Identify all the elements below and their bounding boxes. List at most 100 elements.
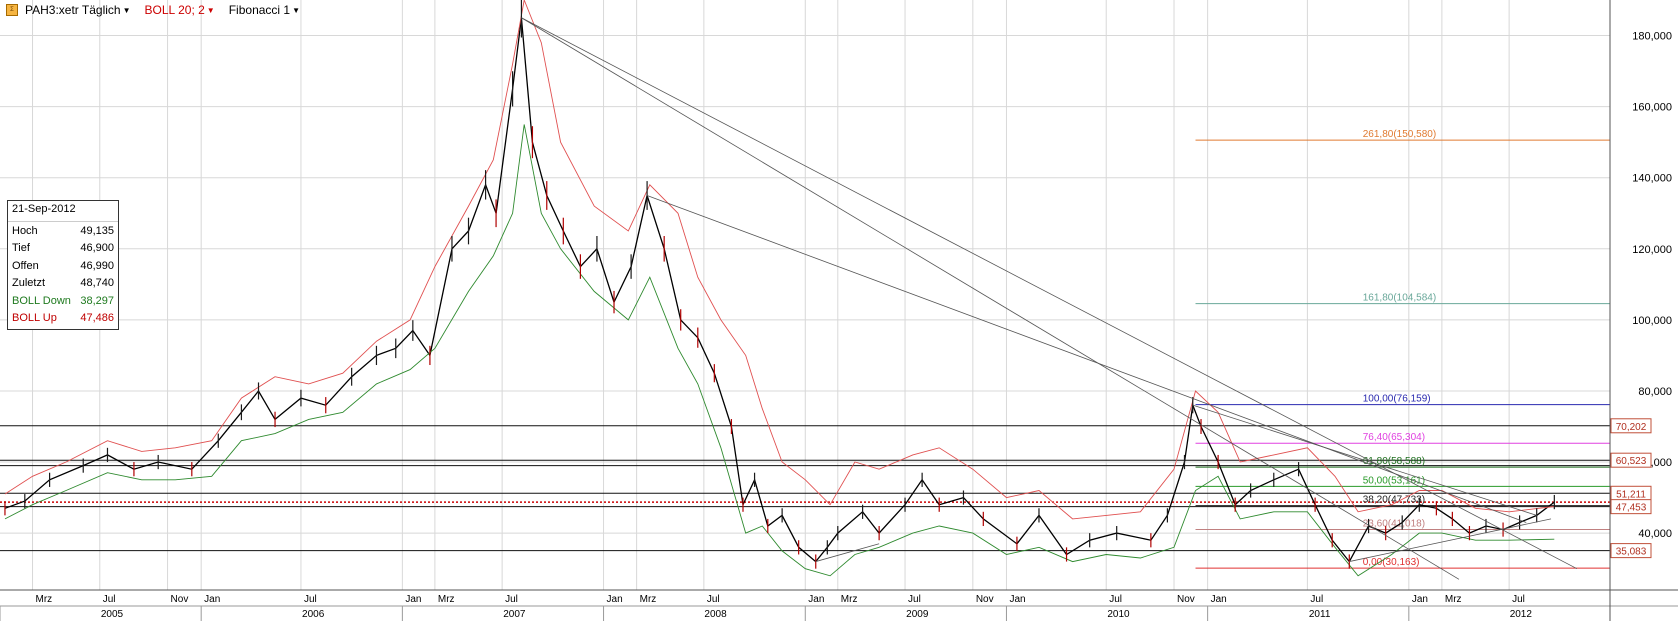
x-month-label: Mrz bbox=[36, 594, 53, 605]
info-label: Zuletzt bbox=[12, 277, 46, 290]
trendline bbox=[1192, 404, 1537, 516]
x-month-label: Nov bbox=[976, 594, 994, 605]
series-line bbox=[4, 0, 1555, 520]
x-year-label: 2007 bbox=[503, 609, 526, 620]
x-month-label: Jan bbox=[204, 594, 220, 605]
chevron-down-icon: ▼ bbox=[206, 5, 215, 15]
y-tick-label: 120,000 bbox=[1632, 244, 1672, 256]
level-tag bbox=[1610, 418, 1652, 434]
info-label: BOLL Down bbox=[12, 294, 71, 307]
info-date: 21-Sep-2012 bbox=[8, 201, 118, 222]
symbol-label: PAH3:xetr Täglich bbox=[25, 3, 121, 17]
x-year-label: 2012 bbox=[1510, 609, 1533, 620]
chevron-down-icon: ▼ bbox=[292, 5, 301, 15]
chevron-down-icon: ▼ bbox=[122, 5, 131, 15]
x-month-label: Mrz bbox=[438, 594, 455, 605]
x-month-label: Mrz bbox=[640, 594, 657, 605]
y-tick-label: 80,000 bbox=[1638, 386, 1672, 398]
chart-toolbar: PAH3:xetr Täglich ▼ BOLL 20; 2 ▼ Fibonac… bbox=[0, 0, 300, 20]
info-label: BOLL Up bbox=[12, 312, 57, 325]
trendlines bbox=[521, 17, 1578, 580]
x-month-label: Jan bbox=[1412, 594, 1428, 605]
x-month-label: Jul bbox=[304, 594, 317, 605]
x-month-label: Mrz bbox=[1445, 594, 1462, 605]
x-month-label: Jul bbox=[908, 594, 921, 605]
series-line bbox=[4, 124, 1555, 577]
level-tag bbox=[1610, 452, 1652, 468]
x-month-label: Jan bbox=[405, 594, 421, 605]
boll-menu[interactable]: BOLL 20; 2 ▼ bbox=[145, 3, 215, 17]
boll-label: BOLL 20; 2 bbox=[144, 3, 205, 17]
x-month-label: Nov bbox=[171, 594, 189, 605]
info-row-zuletzt: Zuletzt 48,740 bbox=[8, 275, 118, 293]
level-tag bbox=[1610, 499, 1652, 515]
trendline bbox=[1349, 518, 1552, 562]
horizontal-levels bbox=[0, 425, 1610, 552]
fibonacci-label: 61,80(58,588) bbox=[1363, 456, 1425, 467]
fibonacci-label: 161,80(104,584) bbox=[1363, 293, 1436, 304]
x-month-label: Jul bbox=[103, 594, 116, 605]
trendline bbox=[521, 17, 1460, 580]
x-year-label: 2008 bbox=[704, 609, 727, 620]
x-month-label: Jul bbox=[1512, 594, 1525, 605]
x-month-label: Jul bbox=[505, 594, 518, 605]
fibonacci-label: 38,20(47,733) bbox=[1363, 495, 1425, 506]
x-year-label: 2005 bbox=[101, 609, 124, 620]
grid bbox=[0, 0, 1610, 590]
x-year-label: 2010 bbox=[1107, 609, 1130, 620]
level-labels: 70,202 60,523 51,211 47,453 35,083 bbox=[1610, 418, 1652, 559]
info-row-boll-down: BOLL Down 38,297 bbox=[8, 292, 118, 310]
fibonacci-label: 76,40(65,304) bbox=[1363, 432, 1425, 443]
info-value: 49,135 bbox=[80, 224, 114, 237]
info-value: 47,486 bbox=[80, 312, 114, 325]
fibonacci-levels: 261,80(150,580) 161,80(104,584) 100,00(76,… bbox=[1195, 129, 1610, 569]
fibonacci-label: 261,80(150,580) bbox=[1363, 129, 1436, 140]
info-row-tief: Tief 46,900 bbox=[8, 240, 118, 258]
fibonacci-menu[interactable]: Fibonacci 1 ▼ bbox=[229, 3, 300, 17]
x-month-label: Jan bbox=[607, 594, 623, 605]
info-value: 46,990 bbox=[80, 259, 114, 272]
level-tag-label: 70,202 bbox=[1616, 422, 1647, 433]
info-row-hoch: Hoch 49,135 bbox=[8, 222, 118, 240]
y-tick-label: 100,000 bbox=[1632, 315, 1672, 327]
series bbox=[4, 0, 1555, 577]
fibonacci-label: 23,60(41,018) bbox=[1363, 519, 1425, 530]
fibonacci-label: Fibonacci 1 bbox=[228, 3, 291, 17]
chart-icon[interactable]: Σ bbox=[6, 4, 18, 16]
info-value: 38,297 bbox=[80, 294, 114, 307]
x-month-label: Nov bbox=[1177, 594, 1195, 605]
info-value: 48,740 bbox=[80, 277, 114, 290]
info-label: Hoch bbox=[12, 224, 38, 237]
info-box: 21-Sep-2012 Hoch 49,135 Tief 46,900 Offe… bbox=[7, 200, 119, 330]
x-year-label: 2011 bbox=[1309, 609, 1331, 620]
level-tag-label: 47,453 bbox=[1616, 503, 1647, 514]
fibonacci-label: 0,00(30,163) bbox=[1363, 557, 1420, 568]
x-month-label: Jan bbox=[808, 594, 824, 605]
x-year-label: 2006 bbox=[302, 609, 325, 620]
y-tick-label: 160,000 bbox=[1632, 102, 1672, 114]
symbol-menu[interactable]: PAH3:xetr Täglich ▼ bbox=[25, 3, 131, 17]
info-row-offen: Offen 46,990 bbox=[8, 257, 118, 275]
y-tick-label: 180,000 bbox=[1632, 31, 1672, 43]
trendline bbox=[521, 17, 1578, 570]
info-label: Offen bbox=[12, 259, 39, 272]
x-month-label: Mrz bbox=[841, 594, 858, 605]
info-value: 46,900 bbox=[80, 242, 114, 255]
x-month-label: Jan bbox=[1009, 594, 1025, 605]
info-row-boll-up: BOLL Up 47,486 bbox=[8, 310, 118, 328]
level-tag-label: 51,211 bbox=[1616, 489, 1646, 500]
y-tick-label: 140,000 bbox=[1632, 173, 1672, 185]
x-month-label: Jan bbox=[1211, 594, 1227, 605]
x-month-label: Jul bbox=[1310, 594, 1323, 605]
level-tag-label: 35,083 bbox=[1616, 547, 1647, 558]
trendline bbox=[815, 543, 880, 562]
level-tag bbox=[1610, 543, 1652, 559]
info-label: Tief bbox=[12, 242, 30, 255]
x-month-label: Jul bbox=[1109, 594, 1122, 605]
y-tick-label: 40,000 bbox=[1638, 528, 1672, 540]
level-tag-label: 60,523 bbox=[1616, 456, 1647, 467]
fibonacci-label: 50,00(53,161) bbox=[1363, 475, 1425, 486]
trendline bbox=[646, 195, 1527, 523]
x-year-label: 2009 bbox=[906, 609, 929, 620]
